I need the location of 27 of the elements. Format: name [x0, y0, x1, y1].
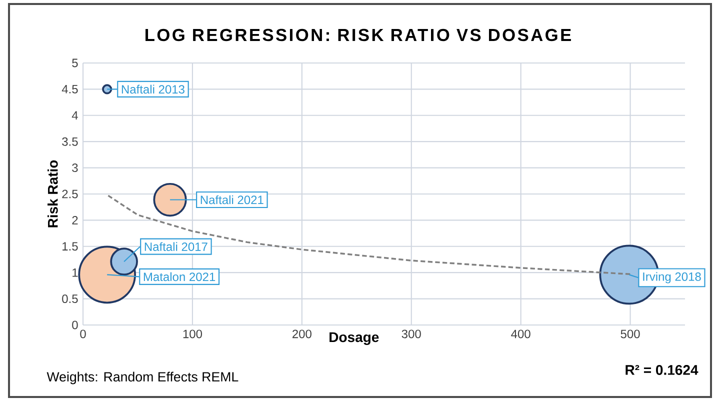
annotation: Naftali 2021 — [200, 195, 264, 204]
y-tick-label: 3.5 — [62, 137, 78, 146]
x-tick-label: 100 — [183, 330, 202, 338]
y-axis-title: Risk Ratio — [48, 160, 58, 228]
annotation: Matalon 2021 — [144, 272, 216, 282]
annotation: Naftali 2017 — [144, 242, 208, 251]
x-tick-label: 500 — [620, 330, 640, 338]
text: R² = 0.1624 — [626, 365, 698, 375]
y-tick-label: 0 — [72, 320, 78, 330]
x-tick-label: 0 — [80, 330, 86, 338]
x-tick-label: 200 — [292, 330, 312, 338]
y-tick-label: 1 — [72, 268, 78, 277]
y-tick-label: 1.5 — [62, 242, 78, 251]
y-tick-label: 2 — [72, 216, 78, 224]
annotation: Irving 2018 — [643, 272, 701, 284]
y-tick-label: 5 — [72, 58, 78, 68]
text: Weights: Random Effects REML — [46, 372, 238, 384]
y-tick-label: 2.5 — [62, 190, 78, 198]
x-axis-title: Dosage — [330, 332, 379, 345]
y-tick-label: 4 — [72, 111, 78, 120]
annotation: Naftali 2013 — [122, 84, 184, 94]
y-tick-label: 3 — [72, 164, 78, 172]
y-tick-label: 4.5 — [62, 85, 78, 94]
chart-title: LOG REGRESSION: RISK RATIO VS DOSAGE — [146, 28, 571, 42]
x-tick-label: 400 — [511, 330, 530, 338]
x-tick-label: 300 — [402, 330, 421, 338]
y-tick-label: 0.5 — [62, 294, 78, 304]
